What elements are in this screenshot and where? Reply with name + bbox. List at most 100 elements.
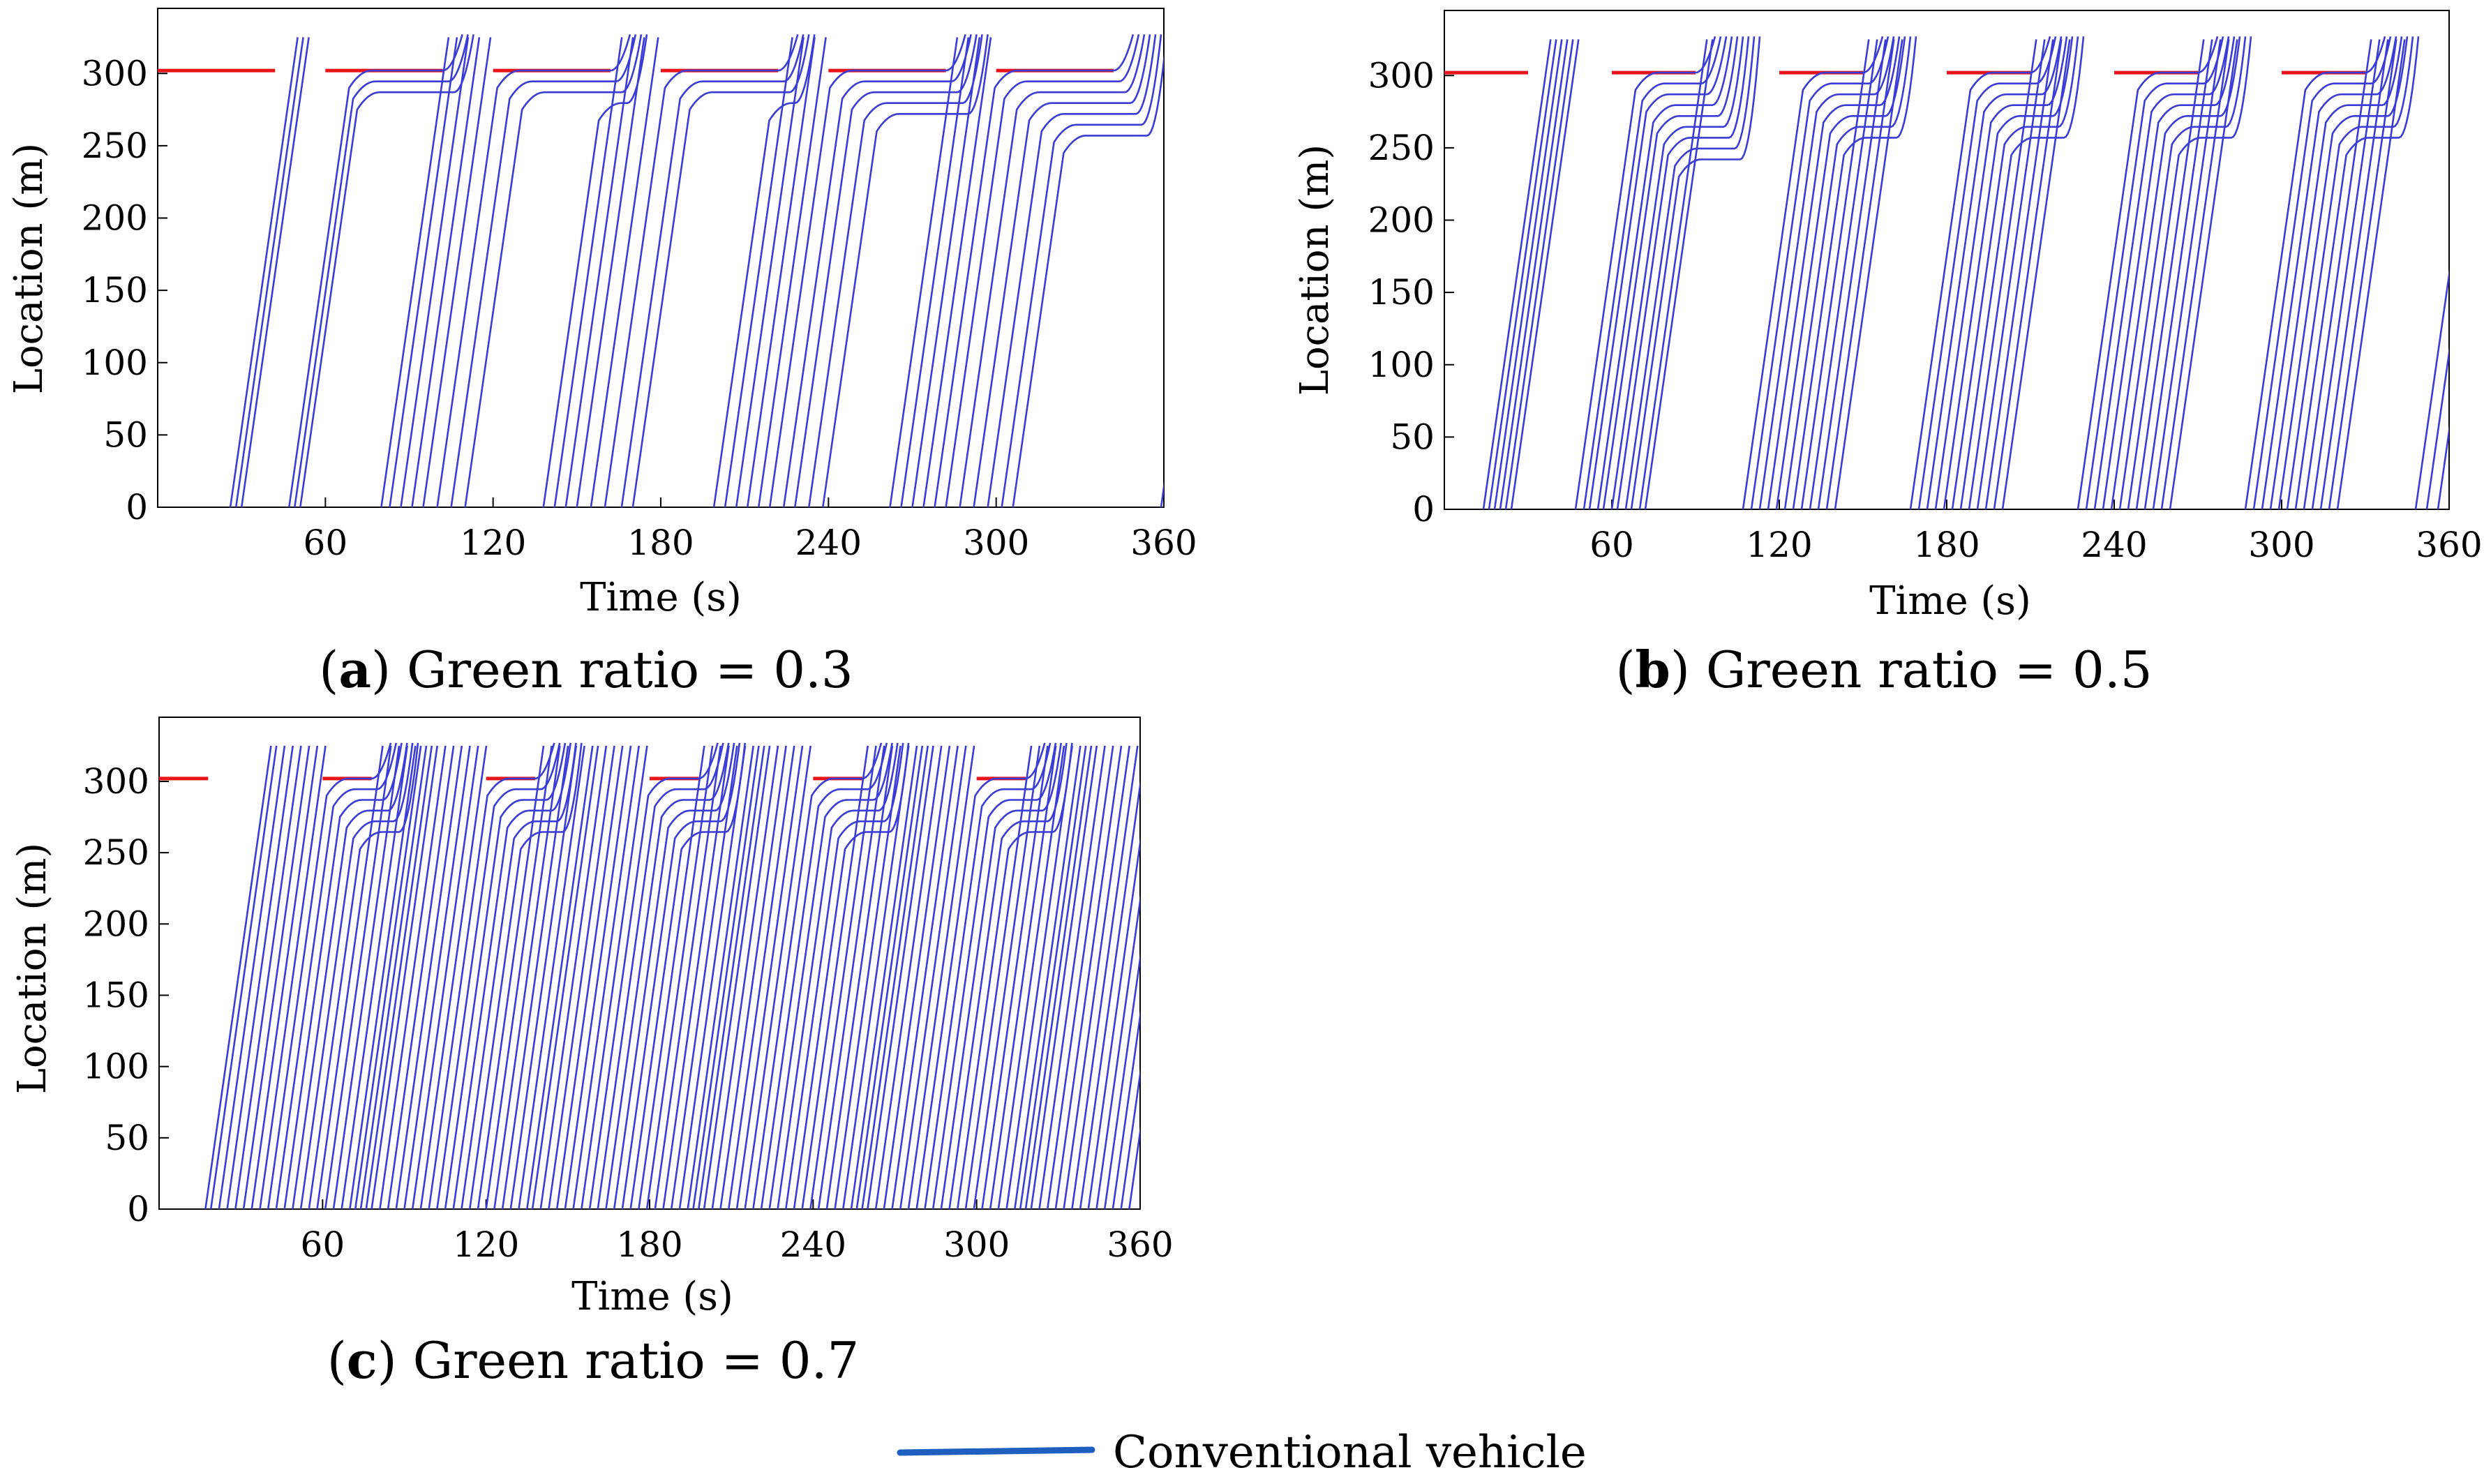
caption-c: (c) Green ratio = 0.7: [327, 1331, 860, 1390]
trajectory-a-11: [436, 33, 631, 507]
trajectory-c-79: [825, 745, 894, 1209]
legend-label: Conventional vehicle: [1113, 1427, 1587, 1478]
trajectory-c-55: [638, 745, 705, 1209]
trajectory-b-67: [2437, 424, 2449, 509]
trajectory-c-87: [883, 745, 951, 1209]
trajectory-c-66: [719, 745, 787, 1209]
trajectory-a-25: [746, 37, 816, 507]
ytick-label-b-6: 300: [1368, 55, 1435, 96]
xtick-label-b-4: 300: [2248, 525, 2314, 565]
trajectory-b-44: [2102, 36, 2236, 509]
trajectory-a-37: [945, 34, 1140, 507]
caption-b-letter: b: [1636, 640, 1670, 699]
trajectory-b-27: [1825, 39, 1895, 509]
trajectory-c-58: [662, 745, 730, 1209]
ytick-label-b-4: 200: [1368, 200, 1435, 241]
trajectory-b-55: [2261, 36, 2397, 509]
trajectory-a-18: [590, 37, 659, 507]
trajectory-c-19: [354, 745, 422, 1209]
trajectory-a-2: [240, 37, 310, 507]
trajectory-b-11: [1610, 36, 1744, 509]
trajectory-c-92: [924, 742, 1052, 1209]
trajectory-b-39: [1993, 39, 2063, 509]
xtick-label-b-3: 240: [2081, 525, 2147, 565]
trajectory-c-47: [572, 745, 640, 1209]
trajectory-c-52: [613, 742, 735, 1209]
trajectory-b-41: [2077, 36, 2219, 509]
trajectory-a-6: [380, 37, 450, 507]
trajectory-c-34: [468, 742, 583, 1209]
trajectory-a-20: [620, 34, 805, 507]
trajectory-c-5: [242, 745, 310, 1209]
trajectory-b-33: [1943, 36, 2074, 509]
xtick-label-b-2: 180: [1913, 525, 1980, 565]
trajectory-c-69: [744, 745, 811, 1209]
trajectory-c-71: [760, 742, 888, 1209]
trajectory-b-58: [2286, 36, 2414, 509]
xtick-label-a-1: 120: [460, 523, 526, 563]
trajectory-c-74: [785, 742, 904, 1209]
trajectory-c-59: [670, 745, 738, 1209]
trajectory-a-13: [464, 34, 643, 507]
trajectory-c-77: [809, 745, 877, 1209]
trajectory-c-51: [605, 742, 730, 1209]
trajectory-c-73: [777, 742, 899, 1209]
trajectory-b-18: [1750, 36, 1890, 509]
trajectory-b-40: [2001, 39, 2071, 509]
trajectory-c-36: [485, 745, 553, 1209]
xlabel-c: Time (s): [571, 1274, 733, 1319]
ytick-label-c-3: 150: [83, 975, 149, 1015]
trajectory-c-89: [899, 745, 967, 1209]
xtick-label-a-2: 180: [627, 523, 694, 563]
trajectory-c-56: [645, 745, 714, 1209]
trajectory-b-15: [1638, 39, 1708, 509]
xtick-label-c-1: 120: [453, 1224, 519, 1265]
trajectory-a-26: [757, 37, 827, 507]
trajectory-b-53: [2244, 36, 2386, 509]
trajectory-b-43: [2093, 36, 2230, 509]
trajectory-b-1: [1488, 39, 1557, 509]
trajectory-c-57: [654, 745, 722, 1209]
trajectory-a-24: [735, 37, 805, 507]
trajectory-a-33: [900, 37, 970, 507]
trajectory-c-101: [997, 745, 1065, 1209]
trajectory-c-110: [1063, 745, 1130, 1209]
trajectory-c-20: [359, 745, 428, 1209]
trajectory-b-56: [2269, 36, 2403, 509]
ytick-label-b-2: 100: [1368, 345, 1435, 385]
trajectory-c-78: [817, 745, 885, 1209]
ytick-label-c-0: 0: [127, 1189, 149, 1229]
trajectory-a-39: [973, 34, 1151, 507]
trajectory-c-63: [698, 745, 765, 1209]
ytick-label-a-0: 0: [126, 487, 148, 527]
plot-area-c: 0 50 100 150 200 250 300 60 120 180 240 300 360: [83, 717, 1174, 1265]
trajectory-c-11: [292, 742, 408, 1209]
trajectory-c-107: [1038, 745, 1106, 1209]
trajectory-c-40: [518, 745, 585, 1209]
panel-c: 0 50 100 150 200 250 300 60 120 180 240 300 360 Time…: [10, 717, 1174, 1390]
xtick-label-a-4: 300: [963, 523, 1029, 563]
ytick-label-c-1: 50: [105, 1118, 149, 1158]
trajectory-b-49: [2143, 39, 2213, 509]
trajectory-c-94: [940, 742, 1062, 1209]
trajectory-b-59: [2294, 36, 2420, 509]
trajectory-c-81: [842, 745, 910, 1209]
trajectory-c-8: [267, 742, 392, 1209]
trajectory-c-53: [621, 742, 741, 1209]
ytick-label-b-1: 50: [1390, 417, 1435, 457]
trajectory-c-16: [332, 745, 401, 1209]
trajectory-b-35: [1959, 36, 2085, 509]
trajectory-b-38: [1984, 39, 2054, 509]
trajectory-a-3: [288, 33, 463, 507]
trajectory-c-109: [1054, 745, 1123, 1209]
trajectory-a-36: [934, 33, 1135, 507]
trajectory-c-43: [539, 745, 608, 1209]
trajectory-a-0: [229, 37, 299, 507]
trajectory-c-117: [1120, 1067, 1140, 1209]
trajectory-c-118: [1128, 1125, 1140, 1209]
trajectory-a-23: [724, 37, 793, 507]
trajectory-c-30: [436, 742, 561, 1209]
trajectory-b-20: [1767, 36, 1901, 509]
trajectory-c-22: [371, 745, 438, 1209]
